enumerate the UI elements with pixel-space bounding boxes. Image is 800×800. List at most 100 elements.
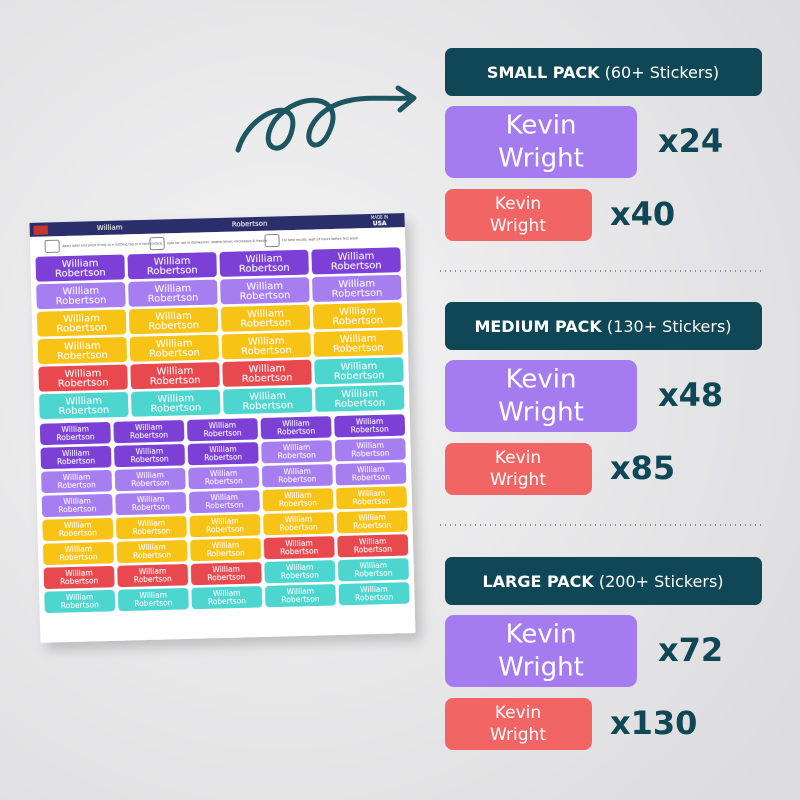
sticker-last: Robertson [352,473,391,483]
sticker-first: William [63,313,100,325]
sticker-first: William [248,363,285,375]
sticker-last: Robertson [130,454,169,464]
sheet-sticker [337,558,409,582]
sticker-last: Wright [490,470,546,490]
sheet-sticker [311,247,401,275]
sticker-last: Robertson [281,594,320,604]
sheet-sticker [221,332,312,360]
name-sticker-large [445,360,637,432]
sticker-last: Wright [498,398,584,428]
count: x24 [658,122,723,160]
sticker-first: William [62,286,99,298]
sticker-first: Kevin [495,448,541,468]
sheet-sticker [35,254,125,282]
sticker-first: William [137,518,165,528]
sticker-last: Robertson [281,571,320,581]
sticker-first: William [358,489,386,499]
sticker-last: Robertson [278,475,317,485]
sheet-sticker [40,445,112,470]
sticker-first: William [356,417,384,427]
sticker-first: William [65,396,102,408]
sticker-first: William [340,333,377,345]
sticker-last: Robertson [240,318,291,330]
sheet-sticker [113,420,185,444]
sticker-last: Robertson [58,504,97,514]
sticker-first: William [65,368,102,380]
sheet-sticker [190,538,262,562]
sticker-first: William [283,443,311,453]
pack-title: LARGE PACK (200+ Stickers) [482,572,723,591]
sheet-sticker [188,466,260,490]
sticker-last: Robertson [205,476,244,486]
sticker-first: William [64,341,101,353]
sticker-last: Robertson [147,293,198,305]
sticker-last: Robertson [61,600,100,610]
sheet-sticker [117,563,189,588]
sticker-first: William [136,470,164,480]
sticker-last: Robertson [134,574,173,584]
sheet-sticker [128,279,218,307]
sticker-first: William [63,472,91,482]
instruction: For best results, wait 24 hours before f… [282,236,359,242]
sticker-first: William [213,588,241,598]
sticker-last: Wright [490,725,546,745]
sticker-first: William [138,542,166,552]
pack-title: MEDIUM PACK (130+ Stickers) [474,317,731,336]
sticker-last: Robertson [208,596,247,606]
sheet-sticker [36,282,126,310]
sticker-last: Robertson [332,315,383,327]
sticker-first: William [66,592,94,602]
sheet-sticker [264,560,336,584]
sticker-first: Kevin [506,111,577,141]
name-sticker-large [445,615,637,687]
sticker-last: Robertson [241,345,292,357]
header-last: Robertson [232,220,268,229]
sticker-last: Robertson [334,398,385,410]
sticker-last: Robertson [56,295,107,307]
sticker-last: Robertson [130,430,169,440]
count: x130 [610,704,697,742]
sheet-sticker [114,444,186,468]
sticker-last: Robertson [149,348,200,360]
sheet-header-bar [29,213,405,237]
sticker-last: Robertson [57,350,108,362]
sticker-last: Robertson [352,497,391,507]
sticker-first: William [65,568,93,578]
sticker-last: Robertson [239,290,290,302]
sheet-sticker [190,562,262,586]
sticker-last: Robertson [132,502,171,512]
sticker-first: William [286,562,314,572]
count: x72 [658,631,723,669]
sticker-last: Robertson [204,452,243,462]
sticker-first: William [156,366,193,378]
sticker-first: William [358,513,386,523]
sheet-sticker [191,586,263,610]
sheet-sticker [312,302,403,330]
sticker-last: Robertson [203,428,242,438]
sheet-sticker [261,464,333,488]
sticker-first: William [139,566,167,576]
sticker-first: William [249,391,286,403]
sheet-sticker [334,438,406,462]
sticker-last: Robertson [206,524,245,534]
sticker-first: Kevin [495,194,541,214]
sticker-first: William [248,336,285,348]
sheet-sticker [117,587,189,612]
sticker-last: Robertson [353,521,392,531]
sticker-first: William [211,516,239,526]
sheet-sticker [334,414,406,438]
instruction-icon [44,239,60,253]
sheet-sticker [39,421,111,446]
sticker-first: William [356,441,384,451]
sheet-sticker [219,249,309,277]
sticker-last: Robertson [242,373,293,385]
sticker-first: William [359,561,387,571]
sheet-sticker [314,357,404,385]
sheet-sticker [37,337,128,365]
sheet-sticker [115,492,187,516]
arrow-head [395,85,417,113]
header-first: William [97,223,123,232]
sticker-last: Robertson [334,370,385,382]
sheet-sticker [261,440,333,464]
